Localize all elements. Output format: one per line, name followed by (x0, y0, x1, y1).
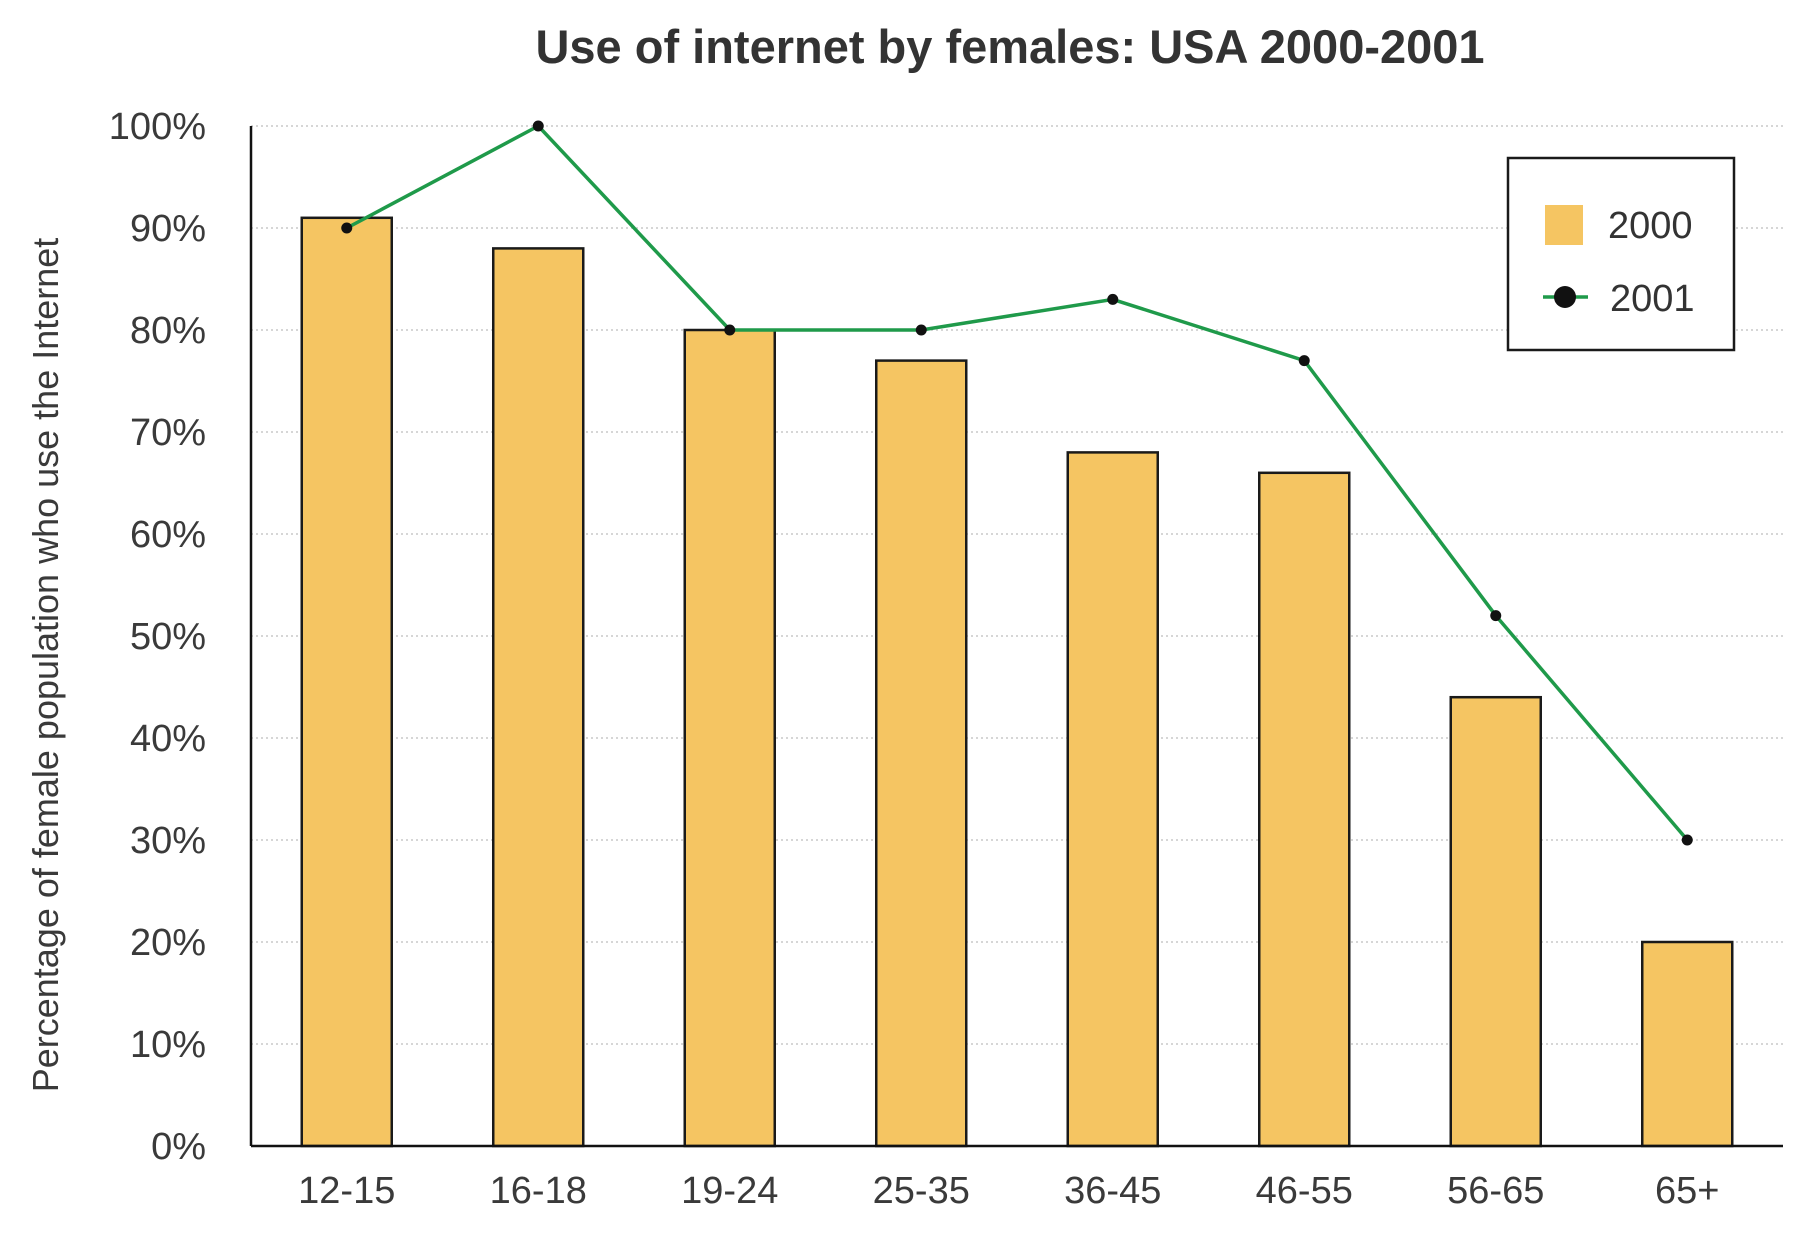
point-2001-65+ (1681, 834, 1693, 846)
bar-2000-46-55 (1258, 471, 1351, 1148)
y-tick-label: 100% (109, 106, 206, 148)
x-tick-label: 19-24 (681, 1170, 778, 1212)
y-tick-label: 30% (130, 820, 206, 862)
y-tick-label: 80% (130, 310, 206, 352)
line-2001 (341, 120, 1693, 846)
point-2001-25-35 (915, 324, 927, 336)
bar-2000-16-18 (492, 247, 585, 1148)
legend-marker-2001 (1554, 286, 1576, 308)
y-tick-label: 20% (130, 922, 206, 964)
y-tick-label: 90% (130, 208, 206, 250)
x-axis-ticks: 12-15 16-18 19-24 25-35 36-45 46-55 56-65 65+ (298, 1170, 1719, 1212)
legend-label-2000: 2000 (1608, 205, 1693, 247)
y-axis-label: Percentage of female population who use … (25, 238, 66, 1093)
point-2001-46-55 (1298, 355, 1310, 367)
bar-2000-12-15 (300, 216, 393, 1148)
series-line-2001 (345, 123, 1689, 842)
x-tick-label: 46-55 (1256, 1170, 1353, 1212)
y-tick-label: 60% (130, 514, 206, 556)
point-2001-19-24 (724, 324, 736, 336)
legend-box (1506, 156, 1736, 352)
y-axis-ticks: 0% 10% 20% 30% 40% 50% 60% 70% 80% 90% 100% (109, 106, 206, 1168)
chart-title: Use of internet by females: USA 2000-200… (535, 20, 1484, 73)
point-2001-56-65 (1490, 610, 1502, 622)
bar-2000-25-35 (875, 359, 968, 1148)
bars-2000 (300, 216, 1734, 1148)
x-tick-label: 65+ (1655, 1170, 1719, 1212)
x-tick-label: 36-45 (1064, 1170, 1161, 1212)
bar-2000-56-65 (1449, 695, 1542, 1148)
point-2001-12-15 (341, 222, 353, 234)
bar-2000-36-45 (1066, 451, 1159, 1148)
x-tick-label: 16-18 (490, 1170, 587, 1212)
y-tick-label: 70% (130, 412, 206, 454)
x-tick-label: 12-15 (298, 1170, 395, 1212)
y-tick-label: 40% (130, 718, 206, 760)
y-tick-label: 10% (130, 1024, 206, 1066)
legend: 2000 2001 (1506, 156, 1736, 352)
x-tick-label: 56-65 (1447, 1170, 1544, 1212)
point-2001-36-45 (1107, 293, 1119, 305)
legend-swatch-2000 (1545, 205, 1583, 245)
point-2001-16-18 (532, 120, 544, 132)
y-tick-label: 0% (151, 1126, 206, 1168)
bar-2000-65+ (1641, 940, 1734, 1148)
x-tick-label: 25-35 (873, 1170, 970, 1212)
y-tick-label: 50% (130, 616, 206, 658)
bar-2000-19-24 (683, 328, 776, 1148)
legend-label-2001: 2001 (1610, 278, 1695, 320)
